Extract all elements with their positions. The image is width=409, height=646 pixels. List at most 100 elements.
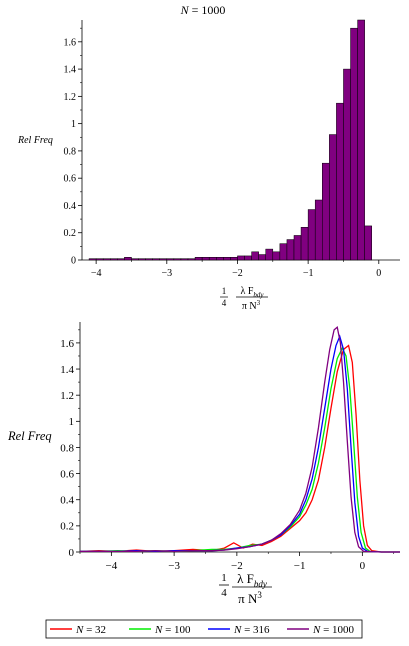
legend-entry: N = 100 xyxy=(154,624,191,636)
histogram-bar xyxy=(329,134,337,261)
x-label-numerator: λ Fbdy xyxy=(237,571,267,589)
y-axis-label: Rel Freq xyxy=(17,135,53,146)
y-tick-label: 1.6 xyxy=(64,37,77,48)
y-tick-label: 1.4 xyxy=(60,364,74,376)
histogram-bar xyxy=(230,257,238,261)
y-tick-label: 1.6 xyxy=(60,338,74,350)
histogram-bar xyxy=(307,209,316,261)
x-tick-label: −1 xyxy=(303,268,314,279)
density-line-chart: Rel Freq −4 −3 −2 −1 0 0 0.2 0.4 0.6 0.8 1 1.2 1.4 1.… xyxy=(7,322,400,606)
title-value: = 1000 xyxy=(189,3,226,17)
histogram-bar xyxy=(237,255,245,261)
y-tick-label: 0.4 xyxy=(64,201,77,212)
histogram-bar xyxy=(166,258,175,261)
legend: N = 32 N = 100 N = 316 N = 1000 xyxy=(45,619,363,639)
y-tick-label: 1.2 xyxy=(60,390,74,402)
histogram-bar xyxy=(145,258,153,261)
series-line-n-1000 xyxy=(80,326,400,553)
histogram-bar xyxy=(138,258,146,261)
histogram-bars xyxy=(88,19,372,261)
y-tick-label: 0.2 xyxy=(60,521,74,533)
x-tick-label: −3 xyxy=(161,268,172,279)
x-label-coef-den: 4 xyxy=(222,298,227,308)
x-label-subscript: bdy xyxy=(253,291,264,299)
x-label-lambda: λ F xyxy=(237,571,254,586)
y-tick-label: 0.8 xyxy=(60,442,74,454)
histogram-bar xyxy=(343,68,351,261)
series-line-n-32 xyxy=(79,344,400,553)
x-label-denominator: π N3 xyxy=(238,590,262,606)
y-tick-label: 0 xyxy=(71,256,76,267)
x-label-numerator: λ Fbdy xyxy=(240,286,264,299)
x-label-pi: π N xyxy=(238,591,258,606)
x-axis-label: 1 4 λ Fbdy π N3 xyxy=(219,571,272,606)
histogram-bar xyxy=(272,251,281,261)
histogram-bar xyxy=(117,258,125,261)
x-label-coef-num: 1 xyxy=(221,572,227,584)
y-tick-label: 0.2 xyxy=(64,228,77,239)
x-tick-label: 0 xyxy=(360,560,366,572)
histogram-bar xyxy=(244,255,252,261)
histogram-bar xyxy=(194,257,203,261)
y-tick-label: 1.4 xyxy=(64,65,77,76)
histogram-bar xyxy=(173,258,182,261)
y-tick-label: 0.4 xyxy=(60,495,74,507)
chart-title: N = 1000 xyxy=(180,3,226,17)
x-tick-label: −2 xyxy=(231,560,243,572)
x-label-superscript: 3 xyxy=(257,590,262,600)
histogram-bar xyxy=(258,254,266,261)
x-label-pi: π N xyxy=(242,301,257,312)
legend-entry: N = 32 xyxy=(75,624,106,636)
histogram-bar xyxy=(223,257,231,261)
legend-entry: N = 1000 xyxy=(312,624,355,636)
histogram-bar xyxy=(208,257,217,261)
histogram-bar xyxy=(131,258,139,261)
legend-entry: N = 316 xyxy=(233,624,270,636)
y-axis-label: Rel Freq xyxy=(7,429,52,443)
x-label-subscript: bdy xyxy=(254,579,267,589)
x-tick-label: −4 xyxy=(91,268,102,279)
histogram-bar xyxy=(364,225,372,261)
histogram-chart: N = 1000 Rel Freq −4 −3 −2 −1 0 0 0.2 0.4 0.6 0.8… xyxy=(17,3,400,312)
legend-box xyxy=(45,619,363,639)
histogram-bar xyxy=(314,199,323,261)
x-label-coef-den: 4 xyxy=(221,587,227,599)
y-tick-label: 0 xyxy=(69,547,75,559)
histogram-bar xyxy=(336,102,344,261)
histogram-bar xyxy=(322,162,330,261)
series-line-n-316 xyxy=(80,334,400,553)
histogram-bar xyxy=(251,251,259,261)
histogram-bar xyxy=(124,257,132,261)
histogram-bar xyxy=(88,258,97,261)
histogram-bar xyxy=(201,257,210,261)
x-tick-label: −2 xyxy=(232,268,243,279)
y-tick-label: 1.2 xyxy=(64,92,77,103)
y-tick-label: 1 xyxy=(71,119,76,130)
x-label-lambda: λ F xyxy=(240,286,253,297)
histogram-bar xyxy=(265,248,274,261)
histogram-bar xyxy=(293,235,302,261)
title-variable: N xyxy=(180,3,190,17)
histogram-bar xyxy=(102,258,111,261)
histogram-bar xyxy=(110,258,118,261)
histogram-bar xyxy=(187,258,196,261)
histogram-bar xyxy=(180,258,189,261)
histogram-bar xyxy=(279,243,288,261)
histogram-bar xyxy=(216,257,224,261)
histogram-bar xyxy=(159,258,168,261)
x-tick-label: −3 xyxy=(168,560,180,572)
series-lines xyxy=(79,326,400,553)
x-label-superscript: 3 xyxy=(257,299,261,307)
y-tick-label: 0.6 xyxy=(64,174,77,185)
x-label-coef-num: 1 xyxy=(222,286,227,296)
histogram-bar xyxy=(286,239,295,261)
histogram-bar xyxy=(300,227,309,261)
x-axis-label: 1 4 λ Fbdy π N3 xyxy=(220,286,268,312)
histogram-bar xyxy=(152,258,160,261)
y-tick-label: 0.8 xyxy=(64,146,77,157)
x-label-denominator: π N3 xyxy=(242,299,261,312)
y-tick-label: 1 xyxy=(69,416,75,428)
series-line-n-100 xyxy=(80,346,400,553)
x-tick-label: −4 xyxy=(106,560,118,572)
